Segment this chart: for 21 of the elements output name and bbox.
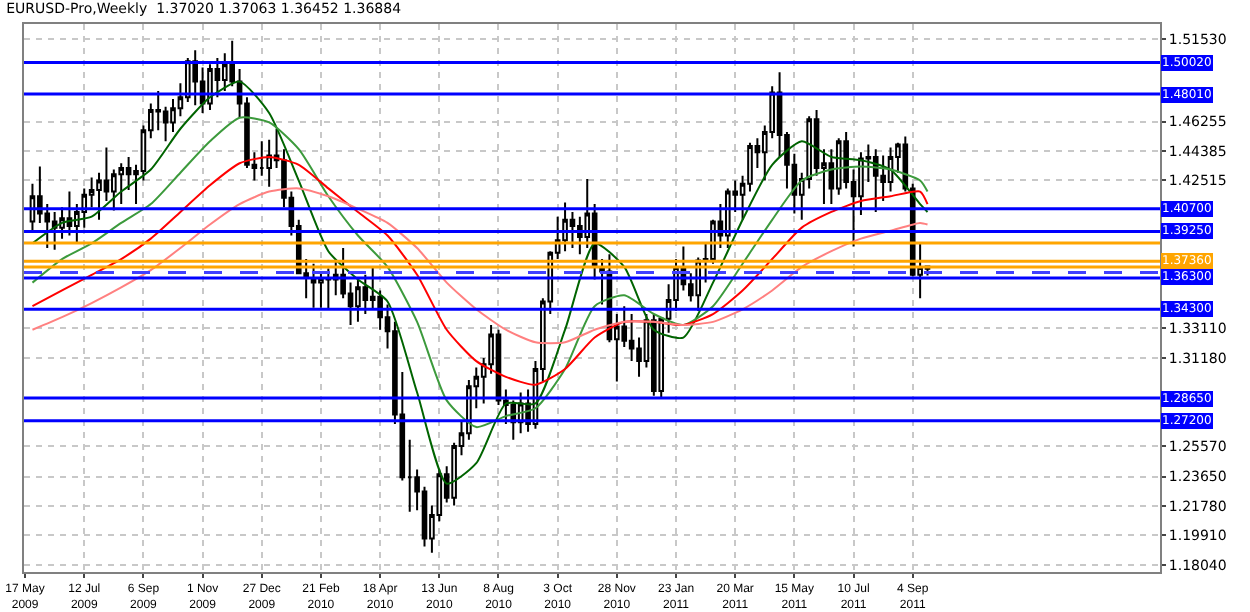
candlestick (355, 278, 361, 323)
candlestick (651, 313, 657, 397)
candlestick (569, 210, 576, 250)
candlestick (118, 162, 125, 206)
candlestick (325, 267, 332, 311)
line-series (31, 116, 929, 429)
candlestick (229, 39, 235, 88)
candlestick (192, 49, 198, 107)
candlestick (266, 138, 272, 188)
candlestick (872, 148, 879, 213)
candlestick (66, 190, 73, 237)
line-series (31, 187, 929, 345)
candlestick (887, 146, 894, 193)
line-series (31, 80, 929, 485)
candlestick (310, 262, 317, 309)
candlestick (835, 137, 842, 196)
candlestick (51, 210, 58, 251)
candlestick (658, 316, 665, 400)
candlestick (362, 273, 369, 316)
candlestick (318, 270, 324, 309)
line-series (31, 156, 929, 386)
